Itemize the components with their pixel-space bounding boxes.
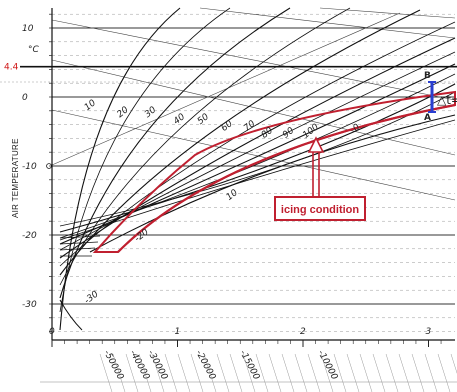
y-marker-circle bbox=[46, 163, 52, 169]
bottom-scale-label: -50000 bbox=[101, 349, 125, 382]
fan-line bbox=[59, 241, 99, 245]
y-tick-label: 10 bbox=[22, 24, 34, 34]
humidity-curve bbox=[89, 114, 456, 253]
icing-region bbox=[92, 90, 456, 253]
x-tick-label: 0 bbox=[49, 327, 55, 337]
point-a-label: A bbox=[424, 113, 431, 123]
x-tick-label: 1 bbox=[175, 327, 181, 337]
diagonal-reference-line bbox=[51, 59, 456, 156]
bottom-scale-hatch bbox=[242, 353, 256, 392]
y-tick-label: -20 bbox=[22, 231, 37, 241]
curve-label: 20 bbox=[115, 105, 130, 120]
axis-frame bbox=[0, 8, 457, 347]
icing-condition-label: icing condition bbox=[281, 204, 359, 216]
bottom-scale-hatch bbox=[164, 353, 178, 392]
bottom-scale-hatch bbox=[112, 353, 126, 392]
bottom-scale-hatch bbox=[125, 353, 139, 392]
humidity-curve bbox=[59, 7, 291, 299]
bottom-scale-label: -20000 bbox=[193, 349, 217, 382]
minus-30-curve bbox=[59, 299, 83, 331]
bottom-scale-hatch bbox=[307, 353, 321, 392]
y-tick-label: 0 bbox=[22, 93, 28, 103]
annotations: icing condition B A △t= bbox=[274, 71, 457, 221]
grid-layer bbox=[52, 13, 455, 332]
bottom-scale-hatch bbox=[229, 353, 243, 392]
icing-arrow-head bbox=[307, 136, 325, 153]
humidity-curve bbox=[59, 119, 456, 241]
bottom-scale-hatch bbox=[333, 353, 347, 392]
bottom-scale-hatch bbox=[268, 353, 282, 392]
diagonal-reference-line bbox=[199, 7, 456, 39]
humidity-curve bbox=[59, 37, 456, 259]
bottom-scale-hatch bbox=[281, 353, 295, 392]
x-tick-label: 3 bbox=[426, 327, 432, 337]
diagonal-reference-line bbox=[319, 7, 456, 19]
diagonal-reference-line bbox=[51, 19, 456, 101]
bottom-scale-hatch bbox=[294, 353, 308, 392]
bottom-scale-hatch bbox=[138, 353, 152, 392]
bottom-scale-hatch bbox=[424, 353, 438, 392]
humidity-curve bbox=[59, 7, 181, 331]
curve-label: 30 bbox=[143, 105, 158, 120]
bottom-scale-hatch bbox=[99, 353, 113, 392]
bottom-scale-hatch bbox=[346, 353, 360, 392]
curve-label: 60 bbox=[220, 119, 235, 134]
bottom-scale: -50000 -40000-30000 -20000 -15000 -10000 bbox=[40, 349, 457, 392]
diagonal-reference-line bbox=[51, 109, 456, 201]
bottom-scale-hatch bbox=[450, 353, 457, 374]
fan-line bbox=[59, 247, 96, 251]
curve-label: 0 bbox=[351, 122, 362, 134]
fan-line bbox=[59, 235, 101, 239]
y-unit-label: °C bbox=[28, 45, 40, 55]
bottom-scale-hatch bbox=[151, 353, 165, 392]
x-tick-label: 2 bbox=[300, 327, 306, 337]
icing-region-lower-edge bbox=[117, 103, 456, 253]
bottom-scale-hatch bbox=[437, 353, 451, 392]
humidity-curve bbox=[59, 83, 456, 233]
bottom-scale-hatch bbox=[203, 353, 217, 392]
highlight-temperature-label: 4.4 bbox=[4, 63, 19, 73]
bottom-scale-hatch bbox=[255, 353, 269, 392]
bottom-scale-hatch bbox=[398, 353, 412, 392]
y-tick-label: -10 bbox=[22, 162, 37, 172]
bottom-scale-hatch bbox=[216, 353, 230, 392]
humidity-curve bbox=[59, 21, 456, 267]
point-b-label: B bbox=[424, 71, 431, 81]
y-axis-title: AIR TEMPERATURE bbox=[11, 138, 20, 218]
bottom-scale-label: -15000 bbox=[237, 349, 261, 382]
y-tick-label: -30 bbox=[22, 300, 37, 310]
delta-t-label: △t= bbox=[437, 93, 457, 107]
bottom-scale-label: -10000 bbox=[315, 349, 339, 382]
bottom-scale-hatch bbox=[320, 353, 334, 392]
curves-layer bbox=[59, 7, 456, 331]
bottom-scale-hatch bbox=[385, 353, 399, 392]
bottom-scale-hatch bbox=[372, 353, 386, 392]
bottom-scale-hatch bbox=[359, 353, 373, 392]
curve-label: 10 bbox=[225, 188, 240, 203]
icing-condition-box bbox=[274, 196, 366, 221]
curve-label: -20 bbox=[133, 227, 151, 244]
bottom-scale-hatch bbox=[190, 353, 204, 392]
tick-labels: 10 0 -10 -20 -30 °C 4.4 AIR TEMPERATURE 0 1 2 3 bbox=[4, 24, 432, 337]
diagonal-reference-line bbox=[51, 12, 401, 166]
humidity-curve bbox=[59, 7, 231, 313]
humidity-curve bbox=[59, 63, 456, 245]
bottom-scale-hatch bbox=[177, 353, 191, 392]
bottom-scale-hatch bbox=[411, 353, 425, 392]
